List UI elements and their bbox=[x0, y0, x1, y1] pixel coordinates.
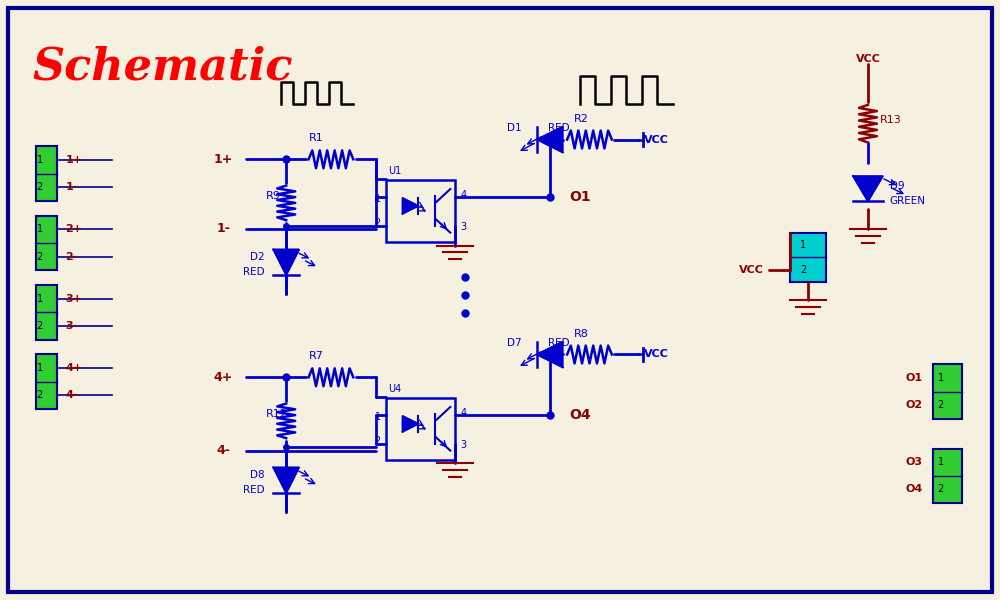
Polygon shape bbox=[403, 198, 418, 214]
Text: 2: 2 bbox=[937, 400, 944, 410]
Text: O1: O1 bbox=[906, 373, 923, 383]
Text: 1: 1 bbox=[37, 224, 43, 235]
Text: 1: 1 bbox=[37, 155, 43, 165]
Text: D9: D9 bbox=[890, 181, 904, 191]
Text: 1: 1 bbox=[937, 457, 944, 467]
Text: 2-: 2- bbox=[65, 251, 78, 262]
Text: 4-: 4- bbox=[217, 444, 230, 457]
Text: 2: 2 bbox=[937, 484, 944, 494]
Text: O1: O1 bbox=[570, 190, 591, 204]
Text: U4: U4 bbox=[388, 384, 401, 394]
Text: 2: 2 bbox=[374, 218, 381, 228]
Text: 1+: 1+ bbox=[65, 155, 82, 165]
Bar bbox=[36, 146, 57, 201]
Text: 2: 2 bbox=[36, 321, 43, 331]
Text: 1-: 1- bbox=[65, 182, 78, 193]
Text: U1: U1 bbox=[388, 166, 401, 176]
Text: RED: RED bbox=[243, 267, 264, 277]
Text: 2: 2 bbox=[36, 182, 43, 193]
Polygon shape bbox=[273, 467, 299, 493]
Text: R13: R13 bbox=[880, 115, 902, 125]
Bar bbox=[36, 285, 57, 340]
Text: 3-: 3- bbox=[65, 321, 78, 331]
Text: 3: 3 bbox=[460, 221, 466, 232]
Text: D2: D2 bbox=[250, 253, 264, 262]
Text: 2: 2 bbox=[36, 391, 43, 400]
Bar bbox=[933, 364, 962, 419]
Text: 4: 4 bbox=[460, 408, 466, 418]
Text: 1+: 1+ bbox=[214, 153, 233, 166]
Text: Schematic: Schematic bbox=[33, 46, 293, 89]
Polygon shape bbox=[403, 416, 418, 432]
Text: 4: 4 bbox=[460, 190, 466, 200]
Text: O3: O3 bbox=[906, 457, 923, 467]
Text: R7: R7 bbox=[309, 352, 323, 361]
Text: 2: 2 bbox=[800, 265, 806, 275]
Text: VCC: VCC bbox=[644, 349, 669, 359]
Text: 4-: 4- bbox=[65, 391, 78, 400]
Text: 1: 1 bbox=[37, 363, 43, 373]
Text: R2: R2 bbox=[574, 113, 589, 124]
Text: RED: RED bbox=[548, 338, 569, 347]
Text: 3: 3 bbox=[460, 440, 466, 449]
Bar bbox=[933, 449, 962, 503]
Text: 2+: 2+ bbox=[65, 224, 82, 235]
Text: 1: 1 bbox=[800, 239, 806, 250]
Text: GREEN: GREEN bbox=[890, 196, 926, 206]
Text: 1: 1 bbox=[375, 194, 381, 204]
Text: 1: 1 bbox=[937, 373, 944, 383]
Text: 4+: 4+ bbox=[65, 363, 83, 373]
Polygon shape bbox=[853, 176, 883, 202]
Text: O4: O4 bbox=[570, 408, 591, 422]
Text: VCC: VCC bbox=[644, 134, 669, 145]
Text: 1: 1 bbox=[375, 412, 381, 422]
Text: 3+: 3+ bbox=[65, 294, 82, 304]
Text: R1: R1 bbox=[309, 133, 323, 143]
Text: RED: RED bbox=[243, 485, 264, 495]
Text: 1-: 1- bbox=[217, 222, 230, 235]
Text: R9: R9 bbox=[266, 191, 281, 201]
Polygon shape bbox=[537, 341, 563, 367]
Text: RED: RED bbox=[548, 122, 569, 133]
Text: 1: 1 bbox=[37, 294, 43, 304]
Polygon shape bbox=[273, 250, 299, 275]
Text: D7: D7 bbox=[507, 338, 522, 347]
Text: VCC: VCC bbox=[856, 54, 880, 64]
Text: VCC: VCC bbox=[739, 265, 764, 275]
Text: O2: O2 bbox=[906, 400, 923, 410]
Bar bbox=[790, 233, 826, 282]
Text: R8: R8 bbox=[574, 329, 589, 338]
Text: D1: D1 bbox=[507, 122, 522, 133]
Bar bbox=[386, 180, 455, 242]
Text: 4+: 4+ bbox=[214, 371, 233, 384]
Text: R12: R12 bbox=[266, 409, 288, 419]
Text: 2: 2 bbox=[36, 251, 43, 262]
Text: O4: O4 bbox=[905, 484, 923, 494]
Polygon shape bbox=[537, 127, 563, 152]
Bar bbox=[386, 398, 455, 460]
Bar bbox=[36, 355, 57, 409]
Text: D8: D8 bbox=[250, 470, 264, 481]
Text: 2: 2 bbox=[374, 436, 381, 446]
Bar bbox=[36, 216, 57, 270]
